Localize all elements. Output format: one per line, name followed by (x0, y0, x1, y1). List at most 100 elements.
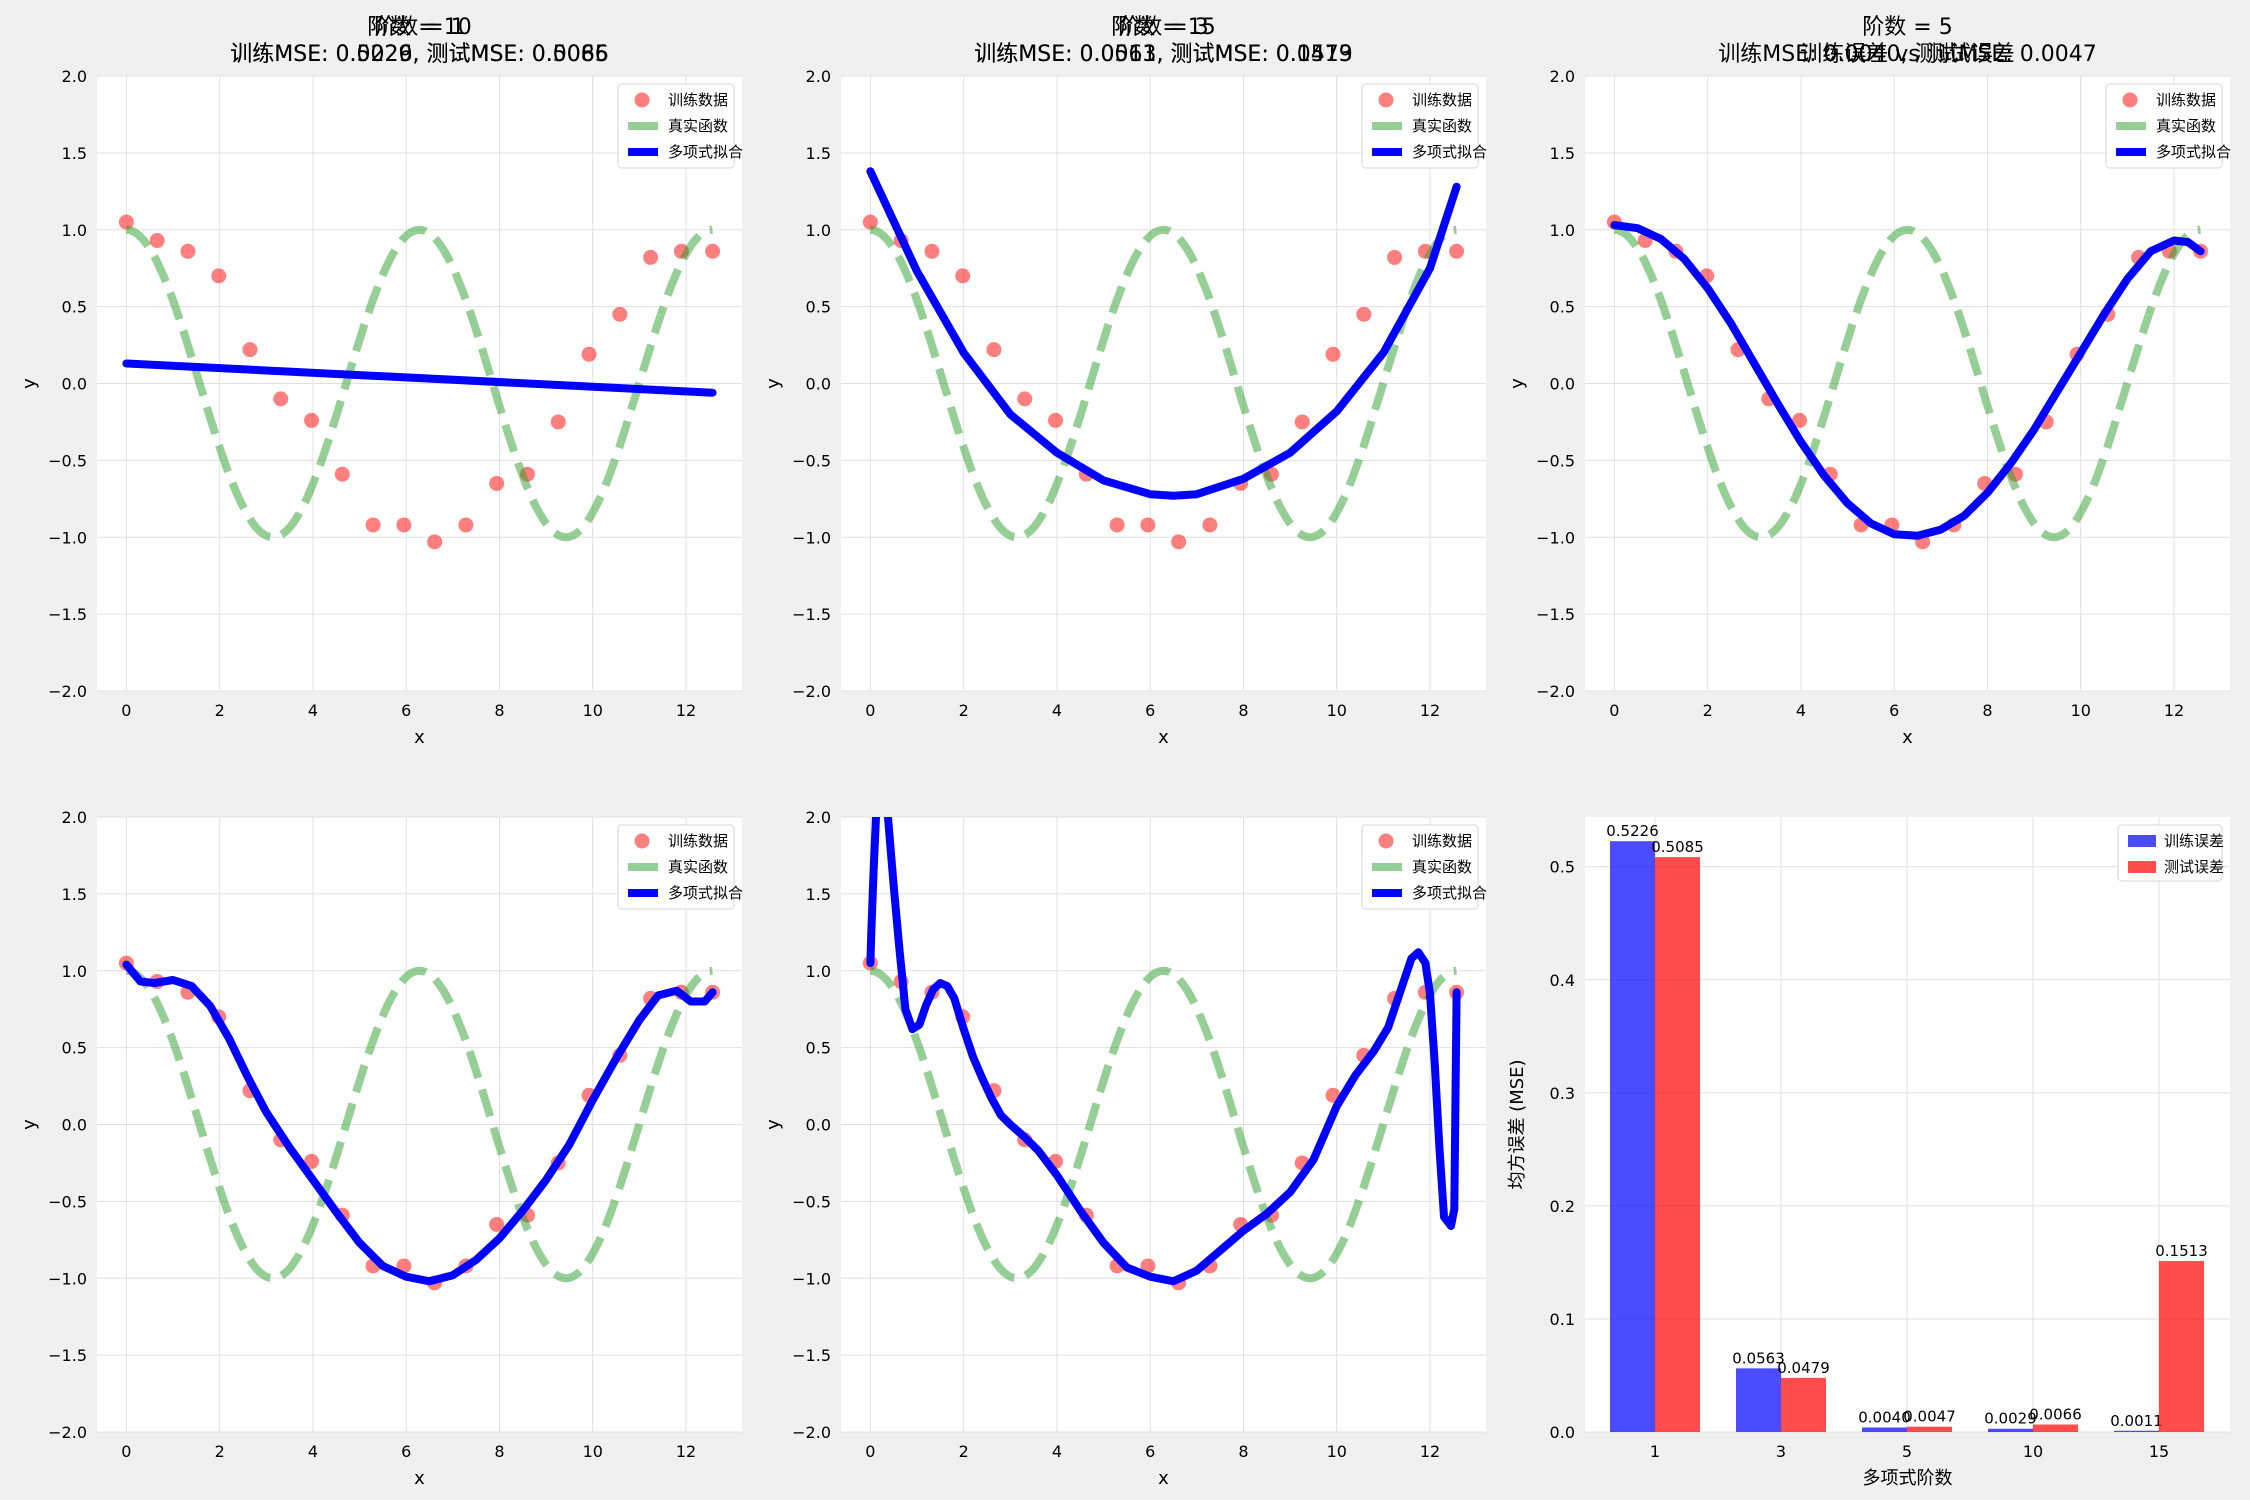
data-point (581, 346, 597, 362)
y-tick-label: 0.5 (1550, 858, 1575, 877)
subplot-title: 阶数 = 5 (1862, 15, 1952, 40)
x-tick-label: 0 (121, 1442, 131, 1461)
legend-label: 训练误差 (2164, 832, 2224, 850)
x-axis-label: x (414, 1468, 425, 1489)
x-axis-label: x (1902, 727, 1913, 748)
data-point (1387, 249, 1403, 265)
y-tick-label: −1.5 (792, 1346, 831, 1365)
y-tick-label: 0.5 (62, 1039, 87, 1058)
x-tick-label: 10 (2023, 1442, 2043, 1461)
legend-label: 多项式拟合 (1412, 143, 1487, 161)
subplot-6: 0.00.10.20.30.40.51 3 5 10 150.52260.05630.0… (1507, 42, 2230, 1489)
x-tick-label: 6 (1145, 1442, 1155, 1461)
data-point (427, 534, 443, 550)
data-point (705, 243, 721, 259)
data-point (1325, 346, 1341, 362)
plot-content (118, 955, 721, 1291)
subplot-title: 阶数 = 1 (374, 15, 464, 40)
data-point (862, 214, 878, 230)
y-tick-label: −0.5 (48, 451, 87, 470)
y-axis-label: y (763, 378, 784, 389)
x-tick-label: 5 (1902, 1442, 1912, 1461)
x-tick-label: 10 (583, 1442, 603, 1461)
bar-value-label: 0.1513 (2155, 1242, 2208, 1260)
data-point (1294, 414, 1310, 430)
bar-test (2033, 1424, 2078, 1432)
y-tick-label: 0.3 (1550, 1084, 1575, 1103)
legend-label: 训练数据 (668, 832, 728, 850)
x-tick-label: 6 (1889, 701, 1899, 720)
x-tick-label: 6 (1145, 701, 1155, 720)
bar-value-label: 0.0011 (2110, 1412, 2163, 1430)
x-tick-label: 6 (401, 1442, 411, 1461)
legend-label: 多项式拟合 (1412, 884, 1487, 902)
data-point (1140, 517, 1156, 533)
y-tick-label: −1.0 (792, 1269, 831, 1288)
legend-label: 真实函数 (1412, 858, 1472, 876)
y-tick-label: 1.5 (62, 144, 87, 163)
y-tick-label: −1.5 (48, 605, 87, 624)
legend-label: 真实函数 (668, 858, 728, 876)
data-point (365, 517, 381, 533)
bar-test (1907, 1426, 1952, 1432)
y-tick-label: 1.5 (62, 885, 87, 904)
true-function-line (1613, 225, 2201, 542)
y-tick-label: 0.0 (806, 375, 831, 394)
data-point (643, 249, 659, 265)
data-point (986, 342, 1002, 358)
y-tick-label: −2.0 (792, 1423, 831, 1442)
subplot-title: 训练误差 vs 测试误差 (1800, 42, 2014, 67)
true-function-line (125, 225, 713, 542)
x-tick-label: 12 (2164, 701, 2184, 720)
legend-marker (634, 92, 650, 108)
plot-content (862, 167, 1465, 550)
x-tick-label: 12 (1420, 701, 1440, 720)
x-tick-label: 2 (215, 701, 225, 720)
data-point (1140, 1258, 1156, 1274)
data-point (489, 1216, 505, 1232)
x-tick-label: 0 (865, 1442, 875, 1461)
data-point (550, 414, 566, 430)
y-tick-label: 1.0 (806, 962, 831, 981)
data-point (924, 243, 940, 259)
true-function-line (869, 966, 1457, 1283)
data-point (304, 412, 320, 428)
bar-train (1736, 1368, 1781, 1432)
x-tick-label: 12 (676, 1442, 696, 1461)
data-point (149, 233, 165, 249)
y-tick-label: 0.1 (1550, 1310, 1575, 1329)
x-tick-label: 10 (2071, 701, 2091, 720)
plot-content (118, 214, 721, 550)
polynomial-fit-line (1610, 221, 2205, 540)
x-axis-label: x (414, 727, 425, 748)
subplot-subtitle: 训练MSE: 0.0563, 测试MSE: 0.0479 (974, 42, 1352, 67)
x-tick-label: 4 (1052, 701, 1062, 720)
subplot-subtitle: 训练MSE: 0.0029, 测试MSE: 0.0066 (230, 42, 608, 67)
y-tick-label: 0.5 (806, 1039, 831, 1058)
y-tick-label: −2.0 (48, 1423, 87, 1442)
true-function-line (125, 966, 713, 1283)
x-tick-label: 8 (1238, 701, 1248, 720)
data-point (1017, 391, 1033, 407)
x-tick-label: 2 (1703, 701, 1713, 720)
legend-marker (1378, 833, 1394, 849)
y-tick-label: −1.0 (48, 1269, 87, 1288)
x-axis-label: x (1158, 1468, 1169, 1489)
y-tick-label: −1.0 (1536, 528, 1575, 547)
data-point (242, 342, 258, 358)
x-tick-label: 1 (1650, 1442, 1660, 1461)
bar-value-label: 0.5085 (1651, 838, 1704, 856)
legend-label: 训练数据 (668, 91, 728, 109)
y-tick-label: −1.5 (1536, 605, 1575, 624)
x-tick-label: 8 (494, 701, 504, 720)
y-tick-label: −0.5 (792, 1192, 831, 1211)
data-point (211, 268, 227, 284)
data-point (1356, 306, 1372, 322)
x-tick-label: 12 (1420, 1442, 1440, 1461)
y-axis-label: y (763, 1119, 784, 1130)
y-tick-label: 2.0 (1550, 67, 1575, 86)
y-axis-label: y (19, 378, 40, 389)
